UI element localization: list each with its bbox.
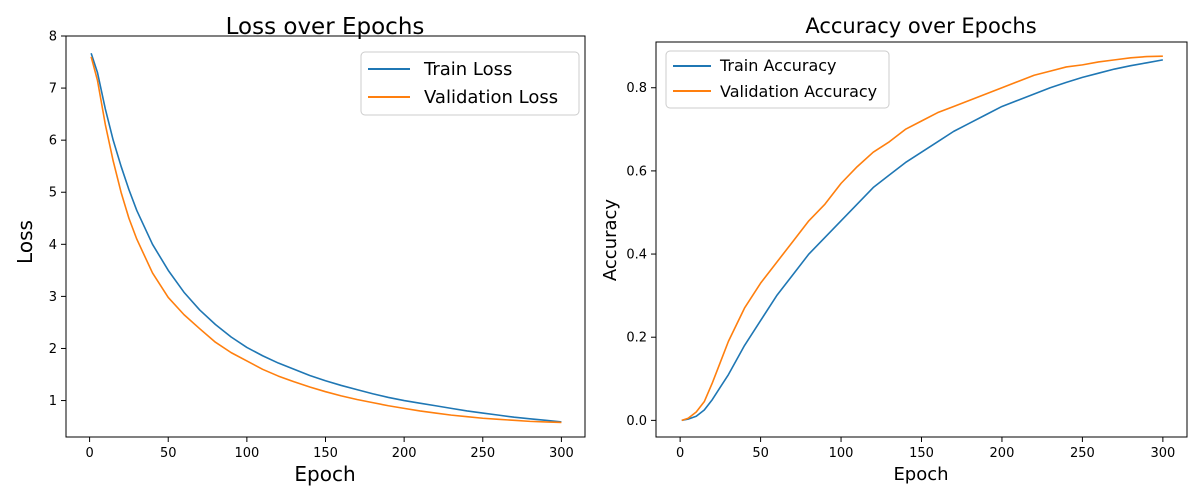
loss-x-axis-label: Epoch (294, 462, 355, 486)
accuracy-x-tick-label: 150 (909, 446, 934, 461)
accuracy-y-tick-label: 0.0 (626, 414, 647, 429)
loss-x-tick-label: 200 (392, 446, 417, 461)
accuracy-x-tick-label: 300 (1150, 446, 1175, 461)
accuracy-y-ticks: 0.0 0.2 0.4 0.6 0.8 (626, 81, 656, 429)
accuracy-x-axis-label: Epoch (893, 464, 948, 485)
accuracy-x-tick-label: 50 (752, 446, 769, 461)
loss-legend-train-label: Train Loss (423, 59, 512, 80)
accuracy-x-tick-label: 0 (676, 446, 684, 461)
accuracy-x-tick-label: 200 (990, 446, 1015, 461)
loss-y-tick-label: 4 (49, 238, 57, 253)
loss-x-tick-label: 50 (160, 446, 177, 461)
loss-y-axis-label: Loss (13, 220, 37, 264)
accuracy-legend-val-label: Validation Accuracy (720, 82, 877, 101)
loss-legend: Train Loss Validation Loss (360, 51, 580, 116)
accuracy-legend-box (665, 50, 890, 109)
loss-y-ticks: 1 2 3 4 5 6 7 8 (49, 30, 66, 409)
accuracy-legend: Train Accuracy Validation Accuracy (665, 50, 890, 109)
loss-x-ticks: 0 50 100 150 200 250 300 (85, 437, 574, 461)
loss-legend-box (360, 51, 580, 116)
loss-x-tick-label: 100 (234, 446, 259, 461)
loss-y-tick-label: 3 (49, 290, 57, 305)
loss-x-tick-label: 150 (313, 446, 338, 461)
loss-y-tick-label: 2 (49, 342, 57, 357)
accuracy-legend-train-label: Train Accuracy (719, 56, 837, 75)
loss-y-tick-label: 1 (49, 394, 57, 409)
loss-chart: Loss over Epochs 0 50 100 150 200 250 300 1234… (13, 14, 586, 486)
loss-x-tick-label: 300 (549, 446, 574, 461)
loss-x-tick-label: 250 (470, 446, 495, 461)
loss-series-line-0 (90, 52, 562, 423)
accuracy-y-tick-label: 0.6 (626, 164, 647, 179)
loss-series-layer (90, 52, 562, 424)
accuracy-y-axis-label: Accuracy (600, 199, 621, 282)
accuracy-y-tick-label: 0.2 (626, 331, 647, 346)
loss-x-tick-label: 0 (85, 446, 93, 461)
loss-y-tick-label: 6 (49, 134, 57, 149)
loss-y-tick-label: 7 (49, 82, 57, 97)
accuracy-y-tick-label: 0.8 (626, 81, 647, 96)
accuracy-chart-title: Accuracy over Epochs (805, 14, 1036, 38)
accuracy-chart: Accuracy over Epochs 0 50 100 150 200 250 300 … (600, 14, 1188, 485)
accuracy-series-line-1 (681, 55, 1163, 422)
accuracy-x-tick-label: 100 (829, 446, 854, 461)
accuracy-x-ticks: 0 50 100 150 200 250 300 (676, 437, 1175, 461)
loss-y-tick-label: 8 (49, 30, 57, 45)
loss-series-line-1 (90, 56, 562, 424)
accuracy-series-layer (681, 55, 1164, 422)
accuracy-y-tick-label: 0.4 (626, 248, 647, 263)
loss-y-tick-label: 5 (49, 186, 57, 201)
accuracy-x-tick-label: 250 (1070, 446, 1095, 461)
loss-legend-val-label: Validation Loss (424, 87, 558, 108)
accuracy-series-line-0 (681, 59, 1164, 422)
